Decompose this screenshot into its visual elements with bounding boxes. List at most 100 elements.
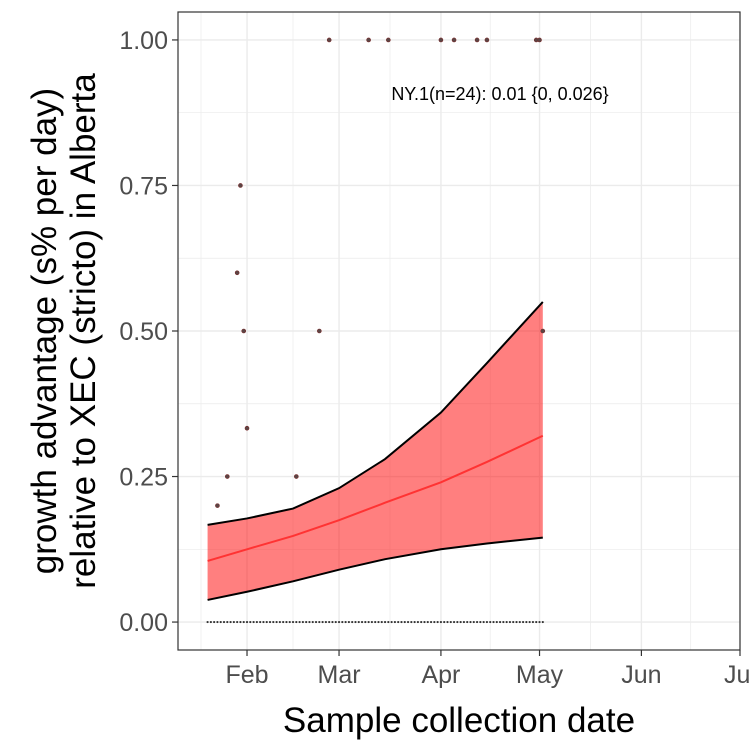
zero-point bbox=[285, 620, 288, 624]
zero-point bbox=[413, 620, 416, 624]
zero-point bbox=[311, 620, 314, 624]
zero-point bbox=[229, 620, 232, 624]
zero-point bbox=[535, 620, 538, 624]
y-tick-label: 0.50 bbox=[119, 318, 168, 346]
y-tick-label: 1.00 bbox=[119, 27, 168, 55]
zero-point bbox=[288, 620, 291, 624]
confidence-ribbon-layer bbox=[207, 301, 544, 601]
zero-point bbox=[357, 620, 360, 624]
zero-point bbox=[485, 620, 489, 624]
zero-point bbox=[295, 620, 298, 624]
zero-point bbox=[541, 620, 544, 624]
zero-point bbox=[492, 620, 495, 624]
zero-point bbox=[219, 620, 222, 624]
zero-point bbox=[262, 620, 265, 624]
zero-point bbox=[377, 620, 380, 624]
zero-point bbox=[469, 620, 472, 624]
zero-point bbox=[370, 620, 374, 624]
zero-point bbox=[380, 620, 383, 624]
zero-point bbox=[249, 620, 252, 624]
observed-point bbox=[438, 37, 444, 43]
y-tick-label: 0.75 bbox=[119, 172, 168, 200]
zero-point bbox=[429, 620, 433, 624]
upper-bound-line bbox=[207, 301, 544, 526]
zero-point bbox=[518, 620, 521, 624]
zero-point bbox=[479, 620, 482, 624]
zero-point bbox=[360, 620, 364, 624]
zero-point bbox=[512, 620, 515, 624]
observed-point bbox=[244, 425, 250, 431]
zero-point bbox=[521, 620, 525, 624]
observed-point bbox=[317, 328, 322, 334]
y-axis-title-line-2: relative to XEC (stricto) in Alberta bbox=[64, 73, 103, 589]
lower-bound-line bbox=[207, 536, 543, 601]
x-tick-label: Jul bbox=[724, 661, 750, 689]
zero-point bbox=[278, 620, 281, 624]
y-tick-label: 0.25 bbox=[119, 464, 168, 492]
x-tick-label: Apr bbox=[421, 661, 460, 689]
zero-point bbox=[525, 620, 528, 624]
zero-point bbox=[482, 620, 485, 624]
annotation-label: NY.1(n=24): 0.01 {0, 0.026} bbox=[391, 84, 608, 104]
zero-point bbox=[528, 620, 531, 624]
zero-point bbox=[531, 620, 535, 624]
x-tick-label: Feb bbox=[225, 661, 268, 689]
observed-point bbox=[540, 328, 546, 334]
zero-point bbox=[423, 620, 426, 624]
observed-point bbox=[484, 37, 490, 43]
zero-point bbox=[321, 620, 324, 624]
zero-point bbox=[436, 620, 439, 624]
zero-point bbox=[475, 620, 479, 624]
zero-point bbox=[515, 620, 518, 624]
zero-point bbox=[242, 620, 245, 624]
zero-point bbox=[439, 620, 443, 624]
zero-point bbox=[259, 620, 262, 624]
observed-point bbox=[451, 37, 457, 43]
zero-point bbox=[209, 620, 212, 624]
zero-point bbox=[232, 620, 235, 624]
zero-point bbox=[334, 620, 337, 624]
zero-point bbox=[387, 620, 390, 624]
observed-point bbox=[386, 37, 391, 43]
zero-point bbox=[331, 620, 334, 624]
observed-point bbox=[294, 474, 299, 479]
zero-point bbox=[406, 620, 410, 624]
zero-point bbox=[374, 620, 377, 624]
zero-point bbox=[301, 620, 304, 624]
zero-point bbox=[265, 620, 268, 624]
zero-point bbox=[367, 620, 370, 624]
confidence-ribbon bbox=[207, 301, 543, 600]
zero-point bbox=[462, 620, 466, 624]
zero-point bbox=[495, 620, 498, 624]
zero-point bbox=[400, 620, 403, 624]
zero-point bbox=[466, 620, 469, 624]
zero-point bbox=[433, 620, 436, 624]
zero-point bbox=[489, 620, 492, 624]
observed-point bbox=[234, 270, 240, 276]
zero-point bbox=[393, 620, 397, 624]
zero-point bbox=[236, 620, 239, 624]
zero-point bbox=[213, 620, 216, 624]
zero-point bbox=[452, 620, 456, 624]
fit-line bbox=[207, 434, 544, 562]
zero-point bbox=[337, 620, 341, 624]
x-tick-label: Mar bbox=[318, 661, 361, 689]
zero-point bbox=[324, 620, 327, 624]
x-tick-label: May bbox=[516, 661, 564, 689]
observed-point bbox=[326, 37, 332, 43]
zero-point bbox=[420, 620, 423, 624]
zero-point bbox=[314, 620, 318, 624]
zero-point bbox=[502, 620, 505, 624]
zero-point bbox=[390, 620, 393, 624]
observed-points-layer bbox=[206, 37, 546, 624]
zero-point bbox=[222, 620, 226, 624]
zero-point bbox=[275, 620, 278, 624]
zero-point bbox=[239, 620, 242, 624]
zero-point bbox=[505, 620, 508, 624]
zero-point bbox=[538, 620, 541, 624]
y-tick-label: 0.00 bbox=[119, 609, 168, 637]
zero-point bbox=[443, 620, 446, 624]
zero-point bbox=[410, 620, 413, 624]
